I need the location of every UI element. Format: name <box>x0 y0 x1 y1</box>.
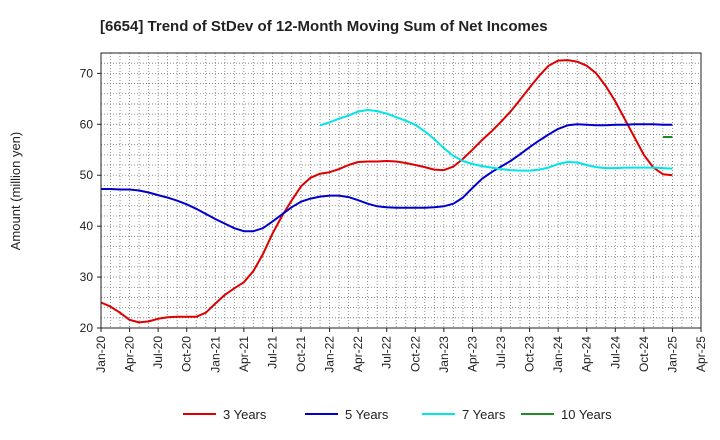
grid <box>101 53 701 328</box>
x-tick-label: Apr-23 <box>465 336 479 372</box>
y-tick-label: 70 <box>80 66 94 80</box>
x-tick-label: Jan-24 <box>551 336 565 373</box>
y-tick-label: 50 <box>80 168 94 182</box>
x-tick-label: Apr-21 <box>237 336 251 372</box>
y-tick-label: 60 <box>80 117 94 131</box>
x-tick-label: Oct-22 <box>408 336 422 372</box>
legend-label: 10 Years <box>561 407 612 422</box>
x-tick-label: Jan-25 <box>665 336 679 373</box>
x-tick-label: Jan-22 <box>323 336 337 373</box>
legend-label: 3 Years <box>223 407 267 422</box>
x-tick-label: Jul-21 <box>265 336 279 369</box>
y-axis-label: Amount (million yen) <box>8 132 23 251</box>
y-tick-label: 40 <box>80 219 94 233</box>
x-tick-label: Jan-23 <box>437 336 451 373</box>
y-tick-label: 30 <box>80 270 94 284</box>
series-lines <box>100 59 673 324</box>
legend-label: 7 Years <box>462 407 506 422</box>
legend-label: 5 Years <box>345 407 389 422</box>
series-line-7-years <box>319 109 673 172</box>
x-tick-label: Oct-23 <box>523 336 537 372</box>
x-tick-label: Apr-22 <box>351 336 365 372</box>
legend: 3 Years 5 Years 7 Years 10 Years <box>183 407 612 422</box>
x-tick-label: Jul-24 <box>608 336 622 369</box>
x-tick-label: Apr-25 <box>694 336 708 372</box>
x-tick-label: Jan-20 <box>94 336 108 373</box>
plot-frame <box>100 52 702 329</box>
x-tick-label: Jul-20 <box>151 336 165 369</box>
x-tick-label: Apr-20 <box>123 336 137 372</box>
series-line-5-years <box>101 123 673 233</box>
x-tick-label: Apr-24 <box>580 336 594 372</box>
x-tick-label: Jul-22 <box>380 336 394 369</box>
axis-ticks: 20 30 40 50 60 70 Jan-20 Apr-20 Jul-20 Oct-20 Jan-… <box>80 66 708 372</box>
series-line-3-years <box>100 59 673 324</box>
x-tick-label: Jan-21 <box>208 336 222 373</box>
chart-title: [6654] Trend of StDev of 12-Month Moving… <box>100 18 548 35</box>
x-tick-label: Oct-24 <box>637 336 651 372</box>
x-tick-label: Jul-23 <box>494 336 508 369</box>
x-tick-label: Oct-20 <box>180 336 194 372</box>
y-tick-label: 20 <box>80 321 94 335</box>
x-tick-label: Oct-21 <box>294 336 308 372</box>
